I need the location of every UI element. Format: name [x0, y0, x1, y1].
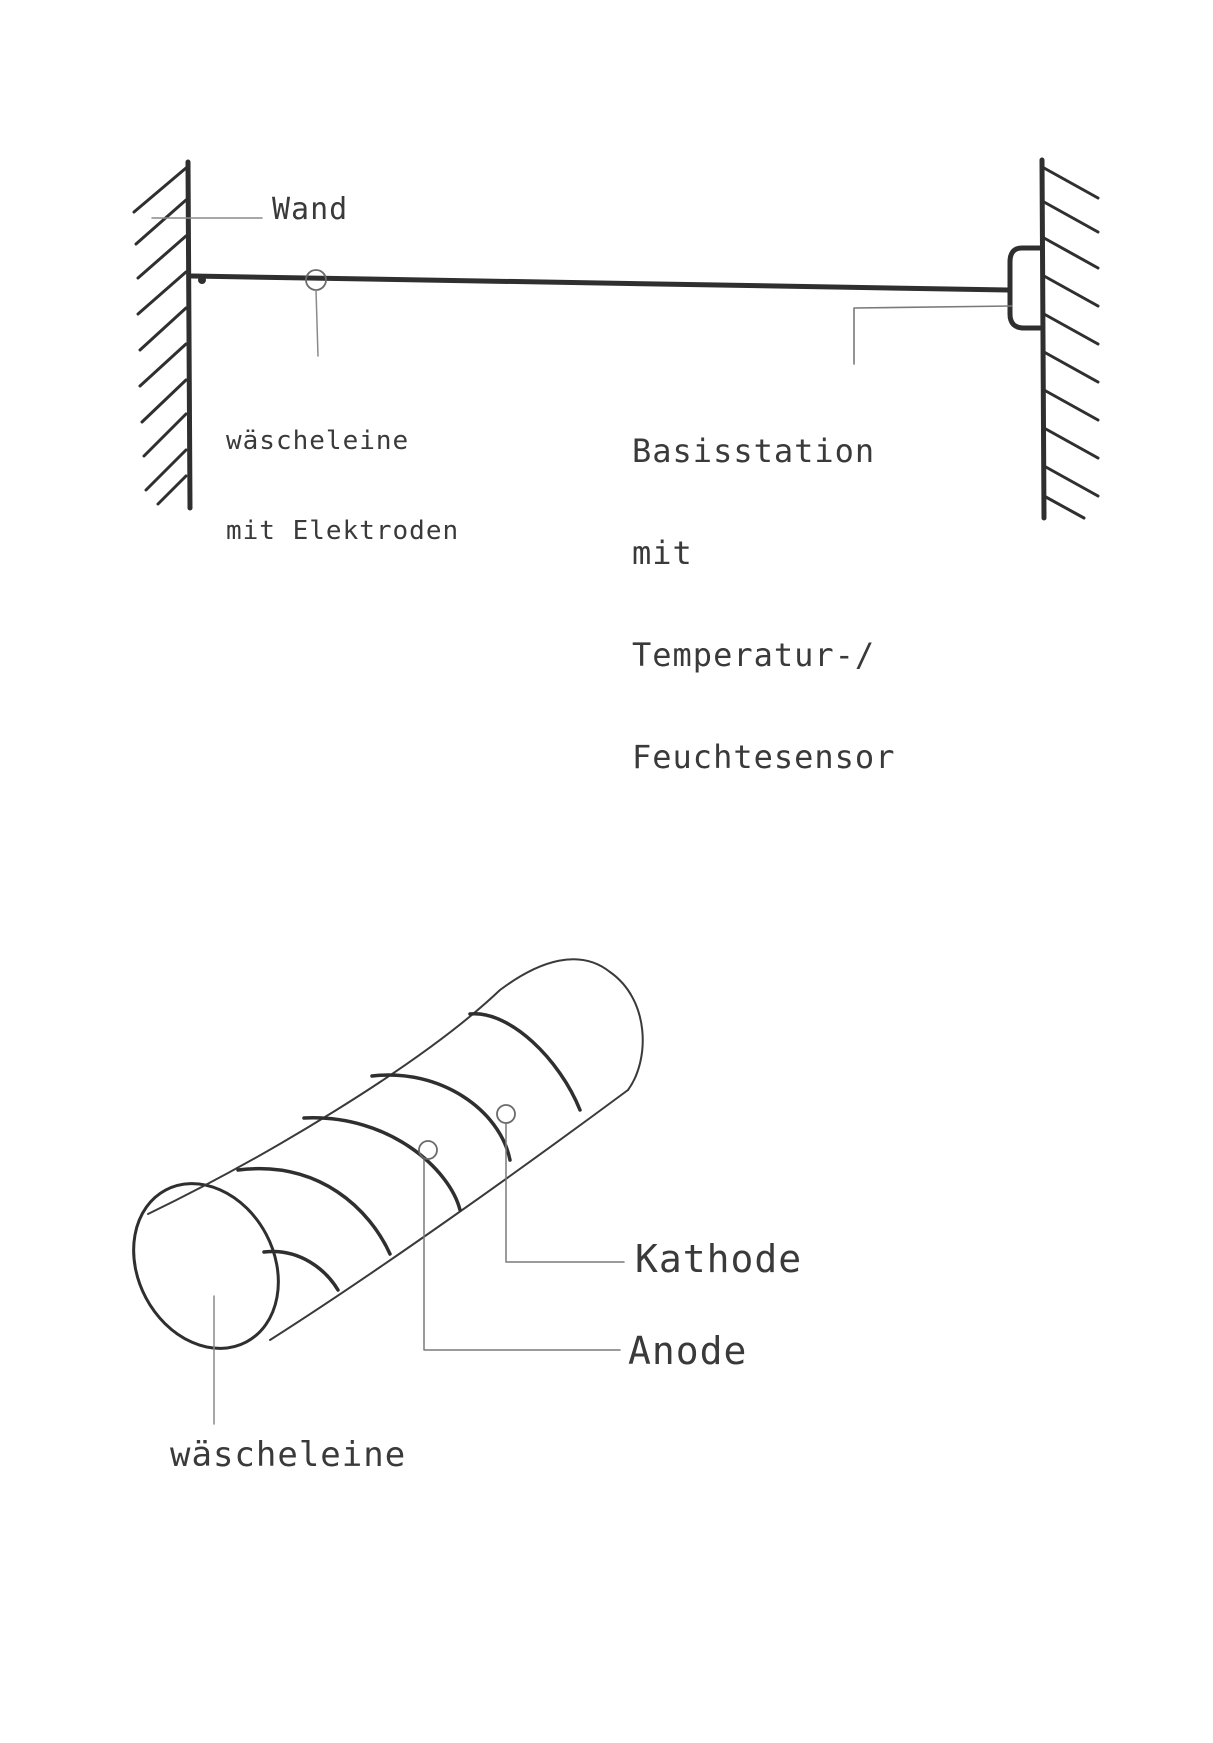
left-wall: [132, 159, 193, 511]
cathode-leader-line: [505, 1123, 625, 1263]
clothesline-top: [189, 273, 1011, 293]
cylinder-top-edge: [147, 958, 611, 1215]
base-station-box: [1007, 245, 1043, 331]
wall-label: Wand: [272, 192, 349, 227]
cable-cylinder: [132, 958, 644, 1425]
base-station-leader-line: [853, 305, 1013, 365]
electrode-leader-line: [315, 289, 319, 357]
right-wall-hatching: [1042, 166, 1100, 520]
base-station-label-line-3: Temperatur-/: [632, 636, 876, 674]
anode-marker: [418, 1140, 438, 1160]
base-station-label-line-2: mit: [632, 534, 693, 572]
base-station-label-line-1: Basisstation: [632, 432, 876, 470]
anode-leader-line: [423, 1159, 621, 1351]
cylinder-end-cap: [132, 1182, 280, 1350]
cylinder-bottom-edge: [269, 1089, 629, 1341]
clothesline-label-line-1: wäscheleine: [226, 426, 410, 456]
clothesline-anchor-dot: [198, 276, 206, 284]
cathode-marker: [496, 1104, 516, 1124]
base-station-label: Basisstation mit Temperatur-/ Feuchtesen…: [632, 366, 895, 842]
cylinder-far-end: [609, 971, 644, 1091]
cathode-label: Kathode: [635, 1237, 803, 1281]
anode-label: Anode: [628, 1329, 748, 1373]
clothesline-label: wäscheleine: [170, 1435, 407, 1475]
left-wall-hatching: [132, 166, 188, 506]
clothesline-label-line-2: mit Elektroden: [226, 516, 460, 546]
right-wall: [1039, 157, 1100, 521]
base-station-label-line-4: Feuchtesensor: [632, 738, 896, 776]
electrode-bands: [236, 1012, 582, 1292]
clothesline-electrodes-label: wäscheleine mit Elektroden: [226, 366, 459, 606]
